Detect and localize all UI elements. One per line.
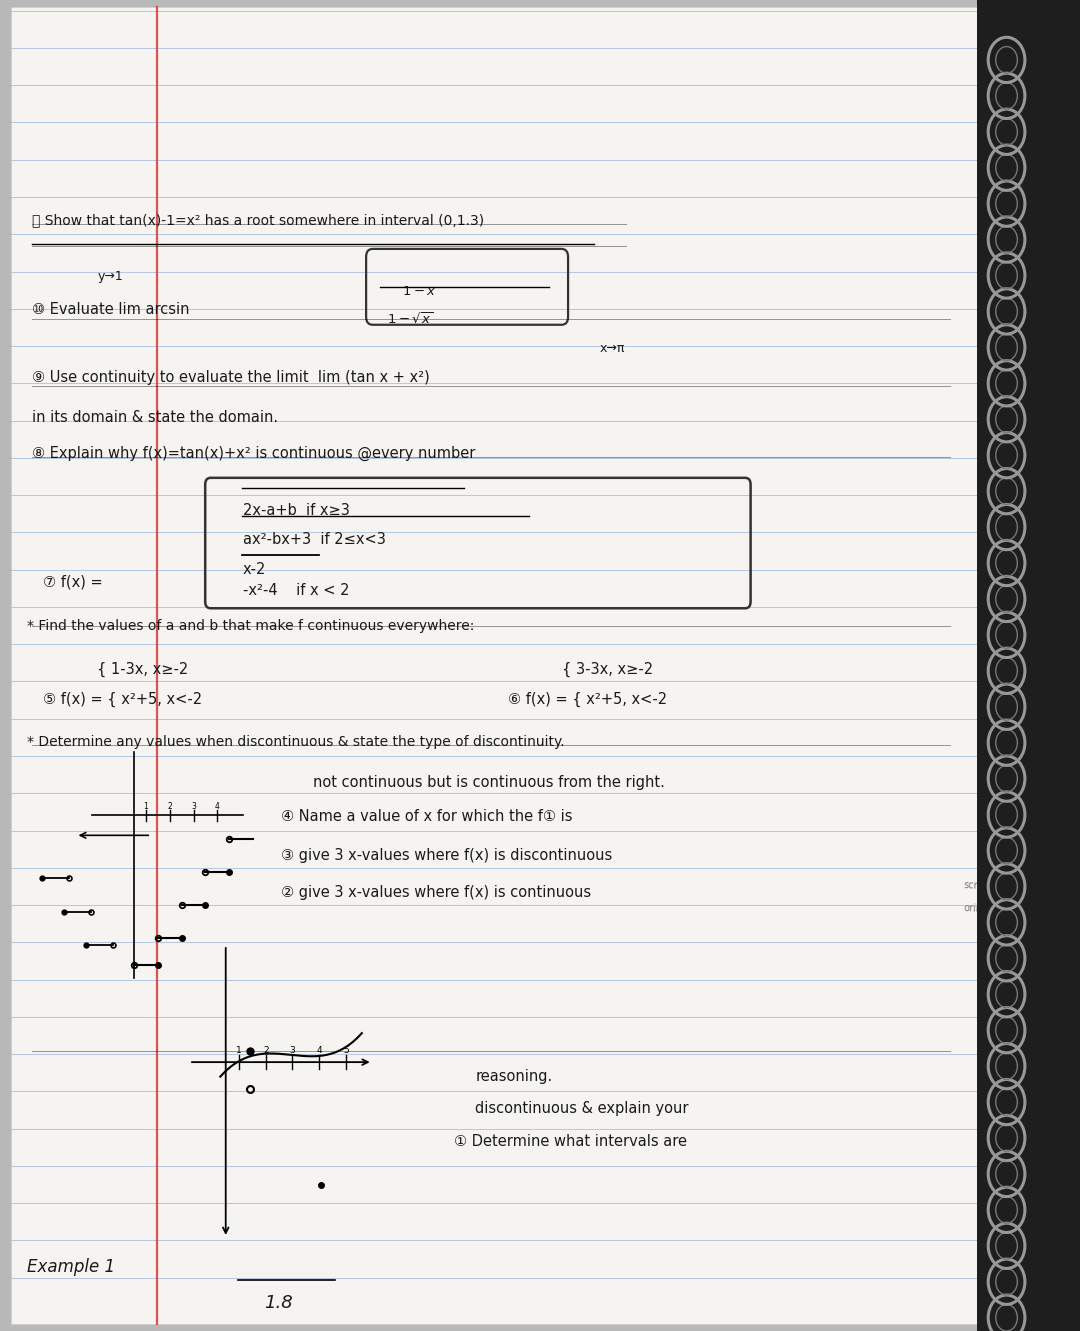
Text: -x²-4    if x < 2: -x²-4 if x < 2	[243, 583, 350, 598]
FancyBboxPatch shape	[11, 7, 977, 1324]
Text: $1-\sqrt{x}$: $1-\sqrt{x}$	[387, 311, 433, 326]
Text: 1: 1	[237, 1046, 242, 1055]
Text: 3: 3	[289, 1046, 295, 1055]
Text: 2x-a+b  if x≥3: 2x-a+b if x≥3	[243, 503, 350, 518]
Text: * Find the values of a and b that make f continuous everywhere:: * Find the values of a and b that make f…	[27, 619, 474, 634]
Text: scree: scree	[963, 880, 990, 892]
Text: x-2: x-2	[243, 562, 267, 576]
Text: $1-x$: $1-x$	[402, 285, 436, 298]
Text: 4: 4	[316, 1046, 322, 1055]
Text: { 3-3x, x≥-2: { 3-3x, x≥-2	[562, 662, 652, 676]
Text: 5: 5	[343, 1046, 349, 1055]
Text: y→1: y→1	[97, 270, 123, 284]
Text: { 1-3x, x≥-2: { 1-3x, x≥-2	[97, 662, 188, 676]
Text: ② give 3 x-values where f(x) is continuous: ② give 3 x-values where f(x) is continuo…	[281, 885, 591, 900]
Text: Example 1: Example 1	[27, 1258, 116, 1276]
FancyBboxPatch shape	[977, 0, 1080, 1331]
Text: * Determine any values when discontinuous & state the type of discontinuity.: * Determine any values when discontinuou…	[27, 735, 565, 749]
Text: ⑨ Use continuity to evaluate the limit  lim (tan x + x²): ⑨ Use continuity to evaluate the limit l…	[32, 370, 430, 385]
Text: discontinuous & explain your: discontinuous & explain your	[475, 1101, 689, 1115]
Text: ⑦ f(x) =: ⑦ f(x) =	[43, 575, 103, 590]
Text: 4: 4	[215, 803, 219, 811]
Text: x→π: x→π	[599, 342, 624, 355]
Text: reasoning.: reasoning.	[475, 1069, 553, 1083]
Text: orin: orin	[963, 902, 983, 914]
Text: 2: 2	[262, 1046, 269, 1055]
Text: 1: 1	[144, 803, 148, 811]
Text: 2: 2	[167, 803, 172, 811]
Text: ⑥ f(x) = { x²+5, x<-2: ⑥ f(x) = { x²+5, x<-2	[508, 692, 666, 707]
Text: ⑧ Explain why f(x)=tan(x)+x² is continuous @every number: ⑧ Explain why f(x)=tan(x)+x² is continuo…	[32, 446, 476, 461]
Text: ⑤ f(x) = { x²+5, x<-2: ⑤ f(x) = { x²+5, x<-2	[43, 692, 202, 707]
Text: ④ Name a value of x for which the f① is: ④ Name a value of x for which the f① is	[281, 809, 572, 824]
Text: ③ give 3 x-values where f(x) is discontinuous: ③ give 3 x-values where f(x) is disconti…	[281, 848, 612, 862]
Text: not continuous but is continuous from the right.: not continuous but is continuous from th…	[313, 775, 665, 789]
Text: ⑪ Show that tan(x)-1=x² has a root somewhere in interval (0,1.3): ⑪ Show that tan(x)-1=x² has a root somew…	[32, 213, 485, 228]
Text: ax²-bx+3  if 2≤x<3: ax²-bx+3 if 2≤x<3	[243, 532, 386, 547]
Text: ⑩ Evaluate lim arcsin: ⑩ Evaluate lim arcsin	[32, 302, 190, 317]
Text: 1.8: 1.8	[265, 1294, 294, 1312]
Text: 3: 3	[191, 803, 195, 811]
Text: ① Determine what intervals are: ① Determine what intervals are	[454, 1134, 687, 1149]
Text: in its domain & state the domain.: in its domain & state the domain.	[32, 410, 279, 425]
